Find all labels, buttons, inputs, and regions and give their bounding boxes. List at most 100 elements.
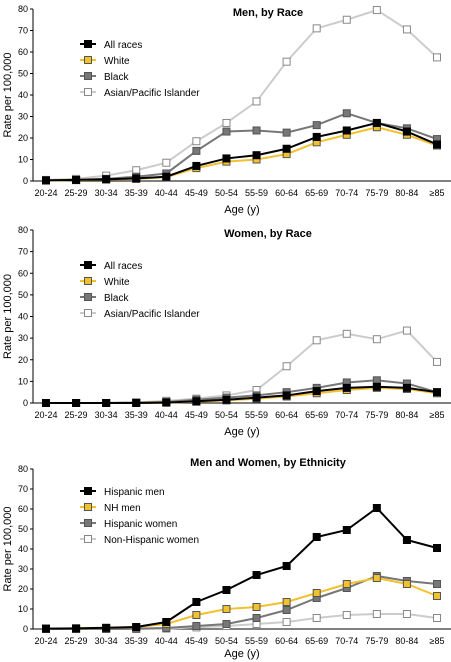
data-point [433, 580, 441, 588]
legend-marker [84, 56, 92, 64]
legend-item: White [80, 277, 130, 288]
data-point [252, 151, 261, 160]
y-tick-label: 40 [18, 312, 28, 322]
legend-item: Hispanic men [80, 487, 165, 498]
data-point [222, 395, 231, 404]
legend-item: Black [80, 72, 129, 83]
data-point [132, 174, 141, 183]
y-tick-label: 30 [18, 564, 28, 574]
chart-title: Men, by Race [233, 7, 303, 19]
x-tick-label: 55-59 [245, 410, 268, 420]
data-point [402, 580, 411, 588]
x-tick-label: 75-79 [365, 410, 388, 420]
legend-label: Asian/Pacific Islander [104, 309, 200, 320]
data-point [433, 140, 441, 149]
x-axis-title: Age (y) [224, 204, 259, 216]
data-point [192, 397, 201, 406]
legend-marker [84, 503, 92, 511]
legend-item: Non-Hispanic women [80, 535, 199, 546]
data-point [252, 614, 261, 622]
y-tick-label: 50 [18, 290, 28, 300]
chart-panel-2: Women, by Race 0 10 20 30 40 50 60 70 80 20-24 25-2… [2, 225, 451, 438]
data-point [42, 624, 50, 633]
y-tick-label: 20 [18, 584, 28, 594]
data-point [222, 605, 231, 613]
data-point [192, 611, 201, 619]
chart-title: Women, by Race [224, 228, 312, 240]
data-point [222, 620, 231, 628]
data-point [312, 614, 321, 622]
legend-label: White [104, 277, 130, 288]
data-point [222, 127, 231, 136]
x-tick-label: 20-24 [34, 636, 57, 646]
data-point [282, 128, 291, 137]
data-point [372, 6, 381, 15]
data-point [282, 618, 291, 626]
data-point [312, 533, 321, 541]
data-point [433, 388, 441, 397]
data-point [282, 144, 291, 153]
data-point [252, 393, 261, 402]
x-tick-label: 30-34 [95, 188, 118, 198]
series-line [45, 8, 438, 181]
x-tick-label: ≥85 [430, 188, 445, 198]
legend-marker [84, 487, 92, 495]
data-point [72, 175, 81, 184]
data-point [162, 398, 171, 407]
data-point [72, 399, 81, 407]
legend-item: Hispanic women [80, 519, 177, 530]
y-tick-label: 60 [18, 268, 28, 278]
data-point [132, 623, 141, 631]
legend-label: NH men [104, 503, 141, 514]
legend-label: Asian/Pacific Islander [104, 88, 200, 99]
x-tick-label: 45-49 [185, 636, 208, 646]
x-tick-label: 25-29 [65, 188, 88, 198]
data-point [102, 623, 111, 632]
data-point [342, 15, 351, 24]
data-point [222, 586, 231, 594]
x-tick-label: 55-59 [245, 636, 268, 646]
legend-label: Hispanic women [104, 519, 177, 530]
y-tick-label: 20 [18, 133, 28, 143]
y-tick-label: 10 [18, 155, 28, 165]
y-tick-label: 20 [18, 355, 28, 365]
y-tick-label: 30 [18, 112, 28, 122]
x-tick-label: 65-69 [305, 636, 328, 646]
data-point [282, 598, 291, 606]
x-tick-label: 80-84 [395, 188, 418, 198]
legend-label: Hispanic men [104, 487, 165, 498]
x-axis-title: Age (y) [224, 648, 259, 660]
data-point [342, 126, 351, 135]
data-point [312, 336, 321, 345]
x-tick-label: 60-64 [275, 636, 298, 646]
legend-label: Black [104, 293, 129, 304]
data-point [342, 611, 351, 619]
x-tick-label: 75-79 [365, 636, 388, 646]
x-tick-label: 45-49 [185, 188, 208, 198]
data-point [402, 383, 411, 392]
legend-marker [84, 535, 92, 543]
data-point [192, 137, 201, 146]
legend-marker [84, 88, 92, 96]
x-tick-label: 40-44 [155, 410, 178, 420]
y-tick-label: 70 [18, 484, 28, 494]
chart-panel-3: Men and Women, by Ethnicity 0 10 20 30 40 50 60… [2, 457, 451, 660]
data-point [282, 57, 291, 66]
x-tick-label: 25-29 [65, 636, 88, 646]
x-tick-label: 50-54 [215, 410, 238, 420]
legend-item: All races [80, 261, 142, 272]
data-point [222, 118, 231, 127]
data-point [433, 614, 441, 622]
data-point [312, 589, 321, 597]
x-axis-title: Age (y) [224, 426, 259, 438]
x-tick-label: 55-59 [245, 188, 268, 198]
y-tick-label: 50 [18, 69, 28, 79]
x-tick-label: 70-74 [335, 410, 358, 420]
data-point [433, 357, 441, 366]
x-tick-label: 45-49 [185, 410, 208, 420]
y-tick-label: 30 [18, 333, 28, 343]
data-point [282, 362, 291, 371]
data-point [312, 132, 321, 141]
data-point [252, 603, 261, 611]
data-point [402, 610, 411, 618]
